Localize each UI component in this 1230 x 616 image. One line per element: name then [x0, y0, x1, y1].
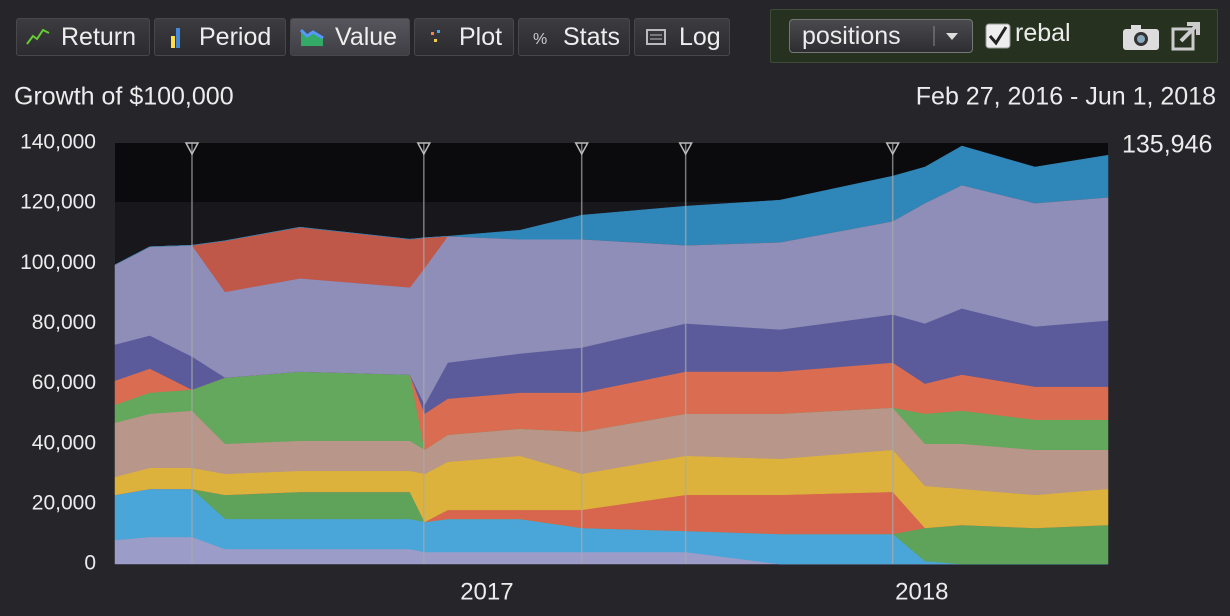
camera-icon[interactable]: [1121, 22, 1161, 52]
button-label: Period: [199, 22, 272, 51]
control-panel: positions rebal: [770, 9, 1218, 63]
y-tick-label: 140,000: [20, 131, 96, 154]
button-icon: [26, 28, 50, 45]
svg-text:%: %: [533, 31, 547, 48]
chart-title: Growth of $100,000: [14, 83, 234, 111]
toolbar-button[interactable]: Value: [290, 18, 410, 56]
select-value: positions: [802, 22, 901, 50]
button-icon: [646, 29, 666, 45]
area: [114, 145, 1109, 266]
toolbar-button[interactable]: % Stats: [518, 18, 630, 56]
y-tick-label: 40,000: [32, 431, 96, 454]
button-icon: [171, 28, 180, 48]
select[interactable]: positions: [789, 19, 973, 53]
rebalance-marker: [416, 142, 432, 156]
toolbar-button[interactable]: Plot: [414, 18, 514, 56]
end-label: 135,946: [1122, 131, 1212, 159]
y-tick-label: 20,000: [32, 491, 96, 514]
y-tick-label: 80,000: [32, 311, 96, 334]
button-label: Value: [335, 22, 398, 51]
x-tick-label: 2017: [460, 578, 513, 605]
select-arrow: [933, 26, 958, 46]
button-label: Return: [61, 22, 137, 51]
button-label: Plot: [459, 22, 503, 51]
button-icon: %: [533, 31, 547, 48]
rebalance-marker: [678, 142, 693, 156]
y-tick-label: 120,000: [20, 191, 96, 214]
y-tick-label: 60,000: [32, 371, 96, 394]
toolbar-button[interactable]: Period: [154, 18, 286, 56]
export-icon[interactable]: [1171, 21, 1201, 51]
rebalance-marker: [574, 142, 589, 156]
toolbar-button[interactable]: Return: [16, 18, 150, 56]
toolbar-button[interactable]: Log: [634, 18, 730, 56]
x-tick-label: 2018: [895, 578, 948, 605]
button-icon: [299, 28, 324, 46]
checkbox[interactable]: [985, 23, 1011, 49]
chart-subtitle: Feb 27, 2016 - Jun 1, 2018: [916, 83, 1216, 111]
rebalance-marker: [184, 142, 200, 156]
button-icon: [431, 30, 440, 42]
y-tick-label: 100,000: [20, 251, 96, 274]
y-tick-label: 0: [84, 552, 96, 575]
button-label: Log: [679, 22, 721, 51]
button-label: Stats: [563, 22, 620, 51]
rebalance-marker: [885, 142, 900, 156]
checkbox-label: rebal: [1015, 19, 1071, 47]
